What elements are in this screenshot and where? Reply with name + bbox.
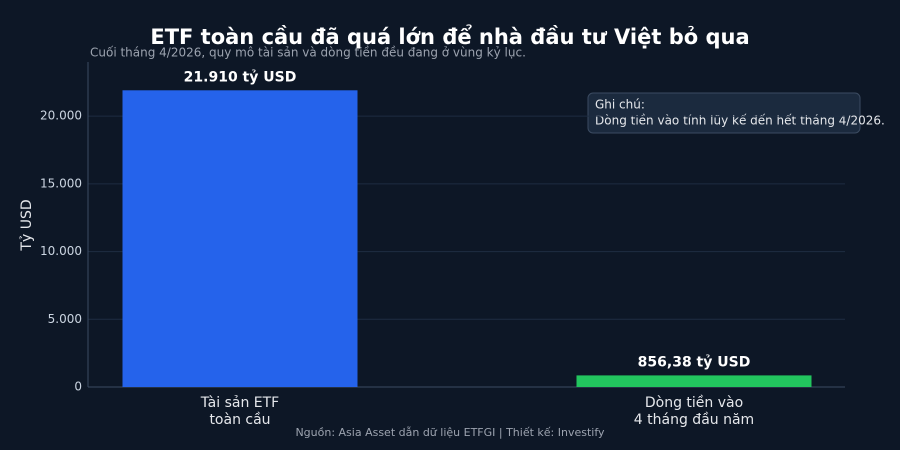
subtitle: Cuối tháng 4/2026, quy mô tài sản và dòn…: [90, 46, 526, 60]
y-tick-label: 20.000: [40, 109, 82, 123]
y-tick-label: 5.000: [48, 312, 82, 326]
x-tick-label: Tài sản ETF toàn cầu: [200, 395, 280, 428]
note-line: Dòng tiền vào tính lũy kế đến hết tháng …: [595, 114, 885, 128]
value-label: 856,38 tỷ USD: [638, 354, 751, 370]
source: Nguồn: Asia Asset dẫn dữ liệu ETFGI | Th…: [295, 426, 605, 439]
note-box: [587, 92, 861, 134]
chart-title: ETF toàn cầu đã quá lớn để nhà đầu tư Vi…: [150, 24, 749, 49]
y-tick-label: 10.000: [40, 244, 82, 258]
bar: [122, 90, 358, 387]
note-line: Ghi chú:: [595, 98, 645, 112]
x-tick-label: Dòng tiền vào 4 tháng đầu năm: [633, 395, 755, 428]
y-tick-label: 15.000: [40, 176, 82, 190]
y-tick-label: 0: [74, 380, 82, 394]
y-axis-label: Tỷ USD: [19, 199, 35, 251]
bar: [576, 375, 812, 387]
value-label: 21.910 tỷ USD: [184, 69, 297, 85]
